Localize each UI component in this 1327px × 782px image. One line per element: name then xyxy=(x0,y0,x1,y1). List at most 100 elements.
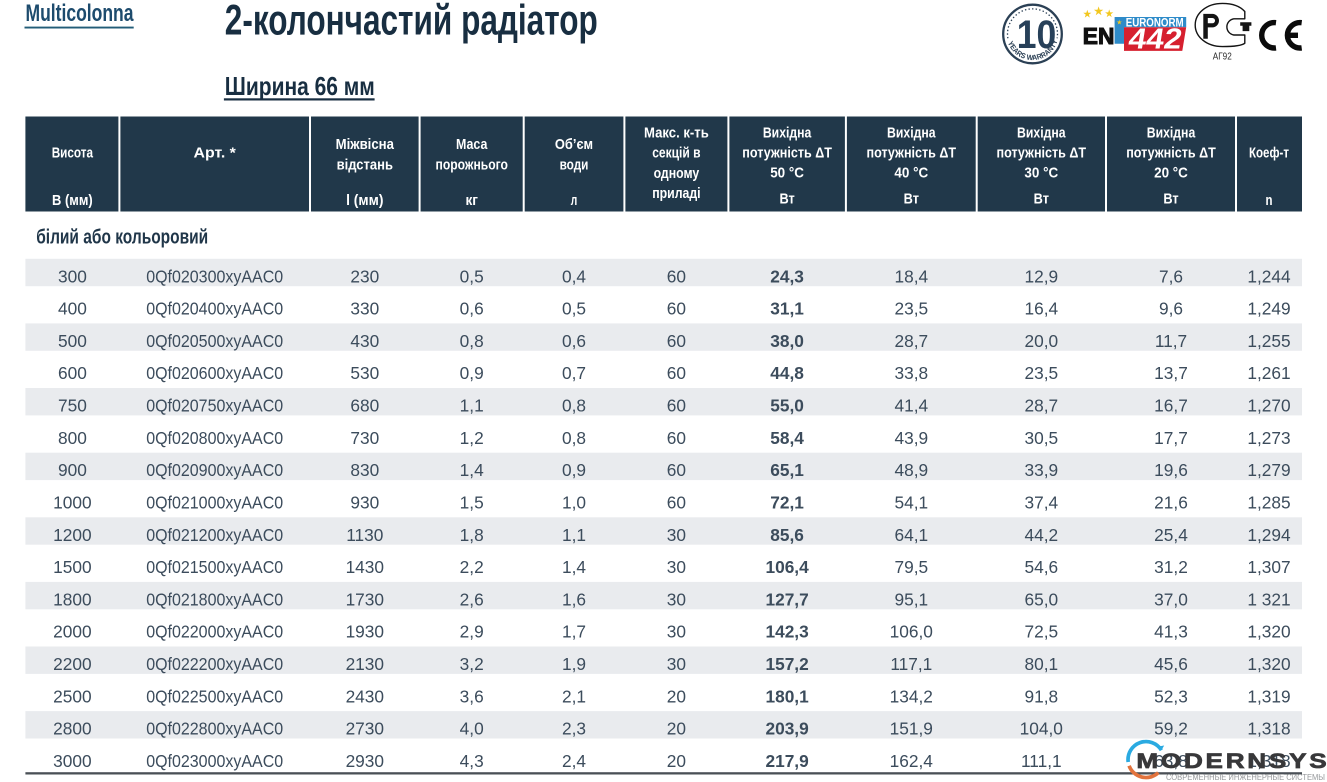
svg-text:потужність ΔТ: потужність ΔТ xyxy=(867,145,957,162)
svg-text:потужність ΔТ: потужність ΔТ xyxy=(742,145,832,162)
svg-text:0,8: 0,8 xyxy=(562,428,586,448)
svg-text:води: води xyxy=(560,156,589,173)
svg-text:Вихідна: Вихідна xyxy=(763,125,812,142)
svg-text:13,7: 13,7 xyxy=(1154,363,1188,383)
svg-text:20: 20 xyxy=(667,686,686,706)
svg-text:442: 442 xyxy=(1126,24,1184,56)
svg-text:9,6: 9,6 xyxy=(1159,299,1183,319)
svg-text:16,7: 16,7 xyxy=(1154,396,1188,416)
svg-text:2,6: 2,6 xyxy=(460,589,484,609)
svg-text:127,7: 127,7 xyxy=(765,589,808,609)
svg-text:1,273: 1,273 xyxy=(1247,428,1290,448)
svg-text:500: 500 xyxy=(58,331,87,351)
svg-text:Вихідна: Вихідна xyxy=(1017,125,1066,142)
svg-text:0,5: 0,5 xyxy=(562,299,586,319)
svg-text:157,2: 157,2 xyxy=(765,654,808,674)
svg-text:28,7: 28,7 xyxy=(1024,396,1058,416)
svg-text:54,6: 54,6 xyxy=(1024,557,1058,577)
svg-text:1,307: 1,307 xyxy=(1247,557,1290,577)
svg-text:104,0: 104,0 xyxy=(1020,719,1063,739)
svg-text:Вт: Вт xyxy=(779,191,794,208)
svg-text:151,9: 151,9 xyxy=(890,719,933,739)
svg-text:106,0: 106,0 xyxy=(890,622,933,642)
svg-text:4,3: 4,3 xyxy=(460,751,484,771)
svg-text:Вт: Вт xyxy=(1163,191,1178,208)
svg-text:2-колончастий радіатор: 2-колончастий радіатор xyxy=(225,0,598,44)
svg-text:приладі: приладі xyxy=(652,185,700,202)
svg-text:217,9: 217,9 xyxy=(765,751,808,771)
svg-text:0Qf020400xyAAC0: 0Qf020400xyAAC0 xyxy=(146,299,283,319)
svg-text:1,270: 1,270 xyxy=(1247,396,1290,416)
svg-text:80,1: 80,1 xyxy=(1024,654,1058,674)
svg-text:400: 400 xyxy=(58,299,87,319)
svg-text:23,5: 23,5 xyxy=(894,299,928,319)
svg-text:0Qf022200xyAAC0: 0Qf022200xyAAC0 xyxy=(146,654,283,674)
svg-text:0Qf021000xyAAC0: 0Qf021000xyAAC0 xyxy=(146,493,283,513)
svg-text:44,8: 44,8 xyxy=(770,363,804,383)
svg-text:54,1: 54,1 xyxy=(894,493,928,513)
svg-text:59,2: 59,2 xyxy=(1154,719,1188,739)
svg-text:60: 60 xyxy=(667,299,686,319)
svg-text:60: 60 xyxy=(667,493,686,513)
svg-text:1,249: 1,249 xyxy=(1247,299,1290,319)
svg-text:58,4: 58,4 xyxy=(770,428,804,448)
svg-text:0Qf022800xyAAC0: 0Qf022800xyAAC0 xyxy=(146,719,283,739)
svg-text:730: 730 xyxy=(350,428,379,448)
svg-text:n: n xyxy=(1266,192,1273,209)
svg-text:одному: одному xyxy=(654,165,700,182)
svg-text:180,1: 180,1 xyxy=(765,686,809,706)
svg-text:4,0: 4,0 xyxy=(460,719,484,739)
svg-text:7,6: 7,6 xyxy=(1159,266,1183,286)
svg-text:2,9: 2,9 xyxy=(460,622,484,642)
svg-text:20: 20 xyxy=(667,719,686,739)
svg-text:0,7: 0,7 xyxy=(562,363,586,383)
svg-text:60: 60 xyxy=(667,266,686,286)
svg-text:2500: 2500 xyxy=(53,686,91,706)
svg-text:порожнього: порожнього xyxy=(436,156,508,173)
svg-text:750: 750 xyxy=(58,396,87,416)
svg-text:1,261: 1,261 xyxy=(1247,363,1290,383)
svg-text:Multicolonna: Multicolonna xyxy=(26,0,134,27)
svg-text:2930: 2930 xyxy=(346,751,384,771)
svg-text:1730: 1730 xyxy=(346,589,384,609)
svg-text:1,285: 1,285 xyxy=(1247,493,1290,513)
svg-text:31,1: 31,1 xyxy=(770,299,804,319)
svg-text:Коеф-т: Коеф-т xyxy=(1249,145,1289,162)
svg-text:EURONORM: EURONORM xyxy=(1126,17,1184,29)
svg-text:33,8: 33,8 xyxy=(894,363,928,383)
svg-text:2800: 2800 xyxy=(53,719,91,739)
svg-text:1 321: 1 321 xyxy=(1247,589,1290,609)
svg-text:330: 330 xyxy=(350,299,379,319)
svg-text:0Qf022500xyAAC0: 0Qf022500xyAAC0 xyxy=(146,686,283,706)
svg-text:EN: EN xyxy=(1083,23,1115,49)
svg-text:12,9: 12,9 xyxy=(1024,266,1058,286)
svg-text:44,2: 44,2 xyxy=(1024,525,1058,545)
svg-text:Об’єм: Об’єм xyxy=(555,136,593,153)
svg-text:20 °С: 20 °С xyxy=(1154,165,1188,182)
svg-text:0,4: 0,4 xyxy=(562,266,586,286)
svg-text:0,9: 0,9 xyxy=(562,460,586,480)
svg-text:2730: 2730 xyxy=(346,719,384,739)
svg-text:СОВРЕМЕННЫЕ ИНЖЕНЕРНЫЕ СИСТЕМЫ: СОВРЕМЕННЫЕ ИНЖЕНЕРНЫЕ СИСТЕМЫ xyxy=(1166,773,1325,782)
svg-text:0Qf020900xyAAC0: 0Qf020900xyAAC0 xyxy=(146,460,283,480)
svg-text:41,3: 41,3 xyxy=(1154,622,1188,642)
svg-text:142,3: 142,3 xyxy=(765,622,808,642)
svg-text:1800: 1800 xyxy=(53,589,91,609)
svg-text:2200: 2200 xyxy=(53,654,91,674)
svg-text:162,4: 162,4 xyxy=(890,751,934,771)
svg-text:106,4: 106,4 xyxy=(765,557,809,577)
svg-text:45,6: 45,6 xyxy=(1154,654,1188,674)
svg-text:1,320: 1,320 xyxy=(1247,622,1290,642)
svg-text:2,4: 2,4 xyxy=(562,751,586,771)
svg-text:0Qf020600xyAAC0: 0Qf020600xyAAC0 xyxy=(146,363,283,383)
svg-text:1,5: 1,5 xyxy=(460,493,484,513)
svg-text:1,6: 1,6 xyxy=(562,589,586,609)
svg-text:85,6: 85,6 xyxy=(770,525,804,545)
svg-text:1930: 1930 xyxy=(346,622,384,642)
svg-text:60: 60 xyxy=(667,396,686,416)
svg-text:2000: 2000 xyxy=(53,622,91,642)
svg-text:24,3: 24,3 xyxy=(770,266,804,286)
svg-text:потужність ΔТ: потужність ΔТ xyxy=(997,145,1087,162)
svg-text:30: 30 xyxy=(667,622,686,642)
svg-text:0Qf021800xyAAC0: 0Qf021800xyAAC0 xyxy=(146,589,283,609)
